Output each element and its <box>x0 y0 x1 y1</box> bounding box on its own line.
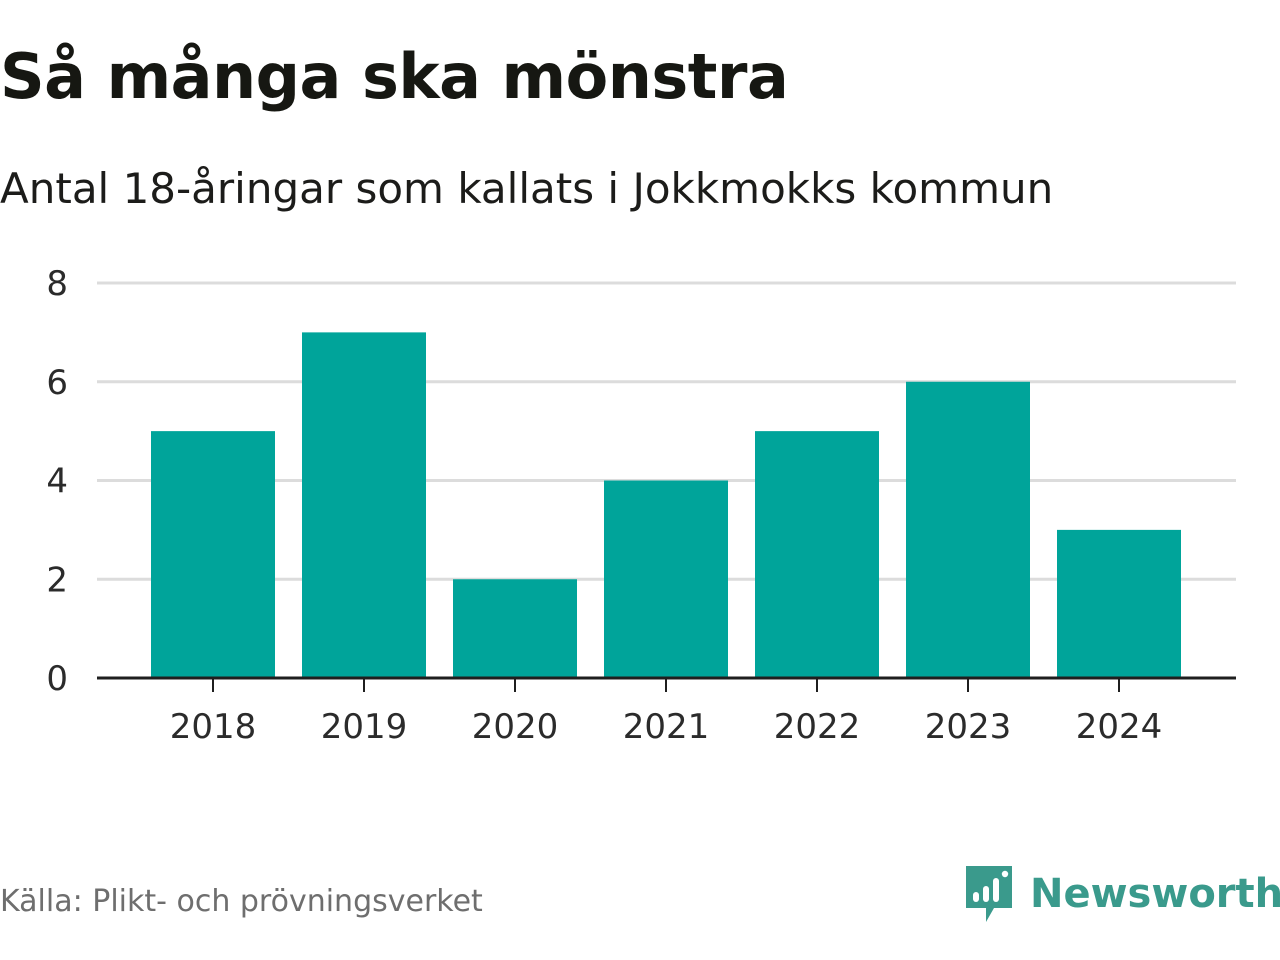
x-tick-label: 2023 <box>925 707 1012 747</box>
bars <box>151 332 1181 678</box>
y-tick-label: 2 <box>46 560 68 600</box>
x-tick-label: 2019 <box>321 707 408 747</box>
y-tick-label: 0 <box>46 659 68 699</box>
bar-chart: 0 2 4 6 8 2018 2019 2020 2021 2022 2023 2024 <box>46 264 1236 747</box>
y-axis-ticks: 0 2 4 6 8 <box>46 264 68 699</box>
bar-2021 <box>604 480 728 678</box>
x-tick-label: 2018 <box>170 707 257 747</box>
x-tick-label: 2022 <box>774 707 861 747</box>
x-tick-label: 2021 <box>623 707 710 747</box>
bar-2019 <box>302 332 426 678</box>
x-axis-ticks: 2018 2019 2020 2021 2022 2023 2024 <box>170 678 1163 747</box>
x-tick-label: 2020 <box>472 707 559 747</box>
newsworthy-logo-icon <box>966 866 1012 922</box>
bar-2018 <box>151 431 275 678</box>
brand-name: Newsworthy <box>1030 871 1280 917</box>
x-tick-label: 2024 <box>1076 707 1163 747</box>
chart-title: Så många ska mönstra <box>0 40 789 113</box>
source-note: Källa: Plikt- och prövningsverket <box>0 884 483 919</box>
y-tick-label: 8 <box>46 264 68 304</box>
brand-logo: Newsworthy <box>964 864 1280 924</box>
y-tick-label: 6 <box>46 363 68 403</box>
chart-subtitle: Antal 18-åringar som kallats i Jokkmokks… <box>0 164 1054 213</box>
bar-2020 <box>453 579 577 678</box>
y-tick-label: 4 <box>46 462 68 502</box>
bar-2024 <box>1057 529 1181 678</box>
bar-2022 <box>755 431 879 678</box>
bar-2023 <box>906 381 1030 678</box>
